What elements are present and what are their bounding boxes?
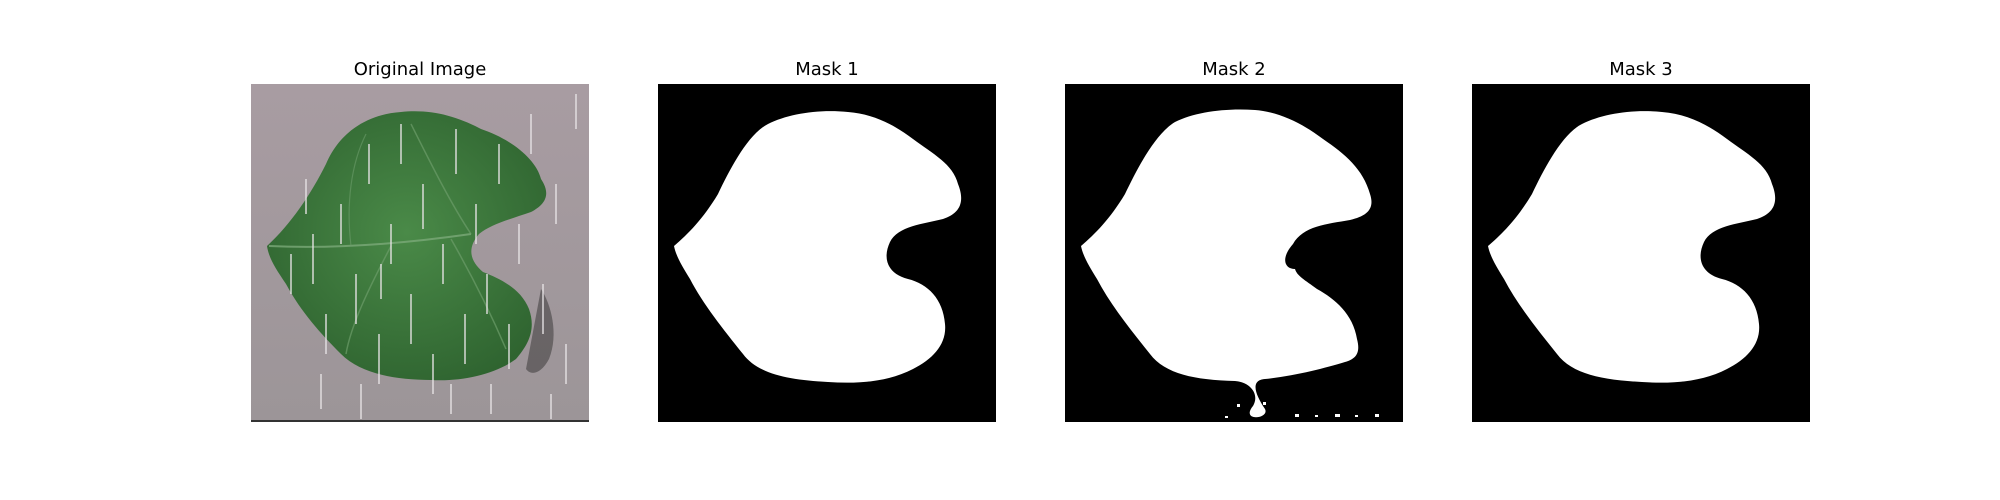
panel-title: Mask 3 [1609, 59, 1673, 80]
panel-title: Original Image [353, 59, 487, 80]
panel-title: Mask 2 [1202, 59, 1266, 80]
leaf-photo [251, 84, 589, 422]
mask-2 [1065, 84, 1403, 422]
mask-1 [658, 84, 996, 422]
panel-title: Mask 1 [795, 59, 859, 80]
panel-mask-2: Mask 2 [1065, 0, 1403, 430]
leaf-shape [267, 111, 547, 381]
mask-1-image [658, 84, 996, 422]
mask-3-image [1472, 84, 1810, 422]
mask-3 [1472, 84, 1810, 422]
original-image [251, 84, 589, 422]
panel-original-image: Original Image [251, 0, 589, 430]
mask-2-image [1065, 84, 1403, 422]
panel-mask-3: Mask 3 [1472, 0, 1810, 430]
panel-mask-1: Mask 1 [658, 0, 996, 430]
